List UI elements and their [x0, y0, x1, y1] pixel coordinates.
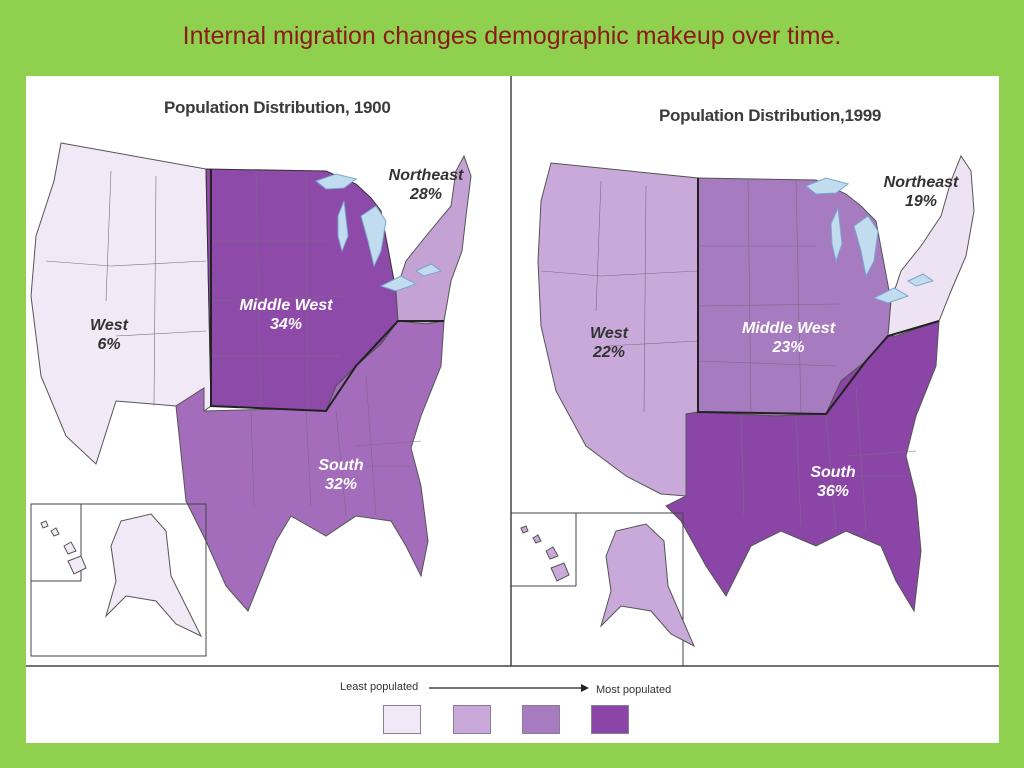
- region-name: West: [590, 325, 628, 342]
- region-percent: 34%: [269, 316, 303, 333]
- legend-swatch-3: [522, 705, 560, 734]
- legend-arrowhead-icon: [581, 684, 589, 692]
- region-percent: 22%: [592, 344, 626, 361]
- legend-swatch-4: [591, 705, 629, 734]
- map-1900-midwest-label: Middle West 34%: [231, 296, 341, 334]
- map-1999-midwest-label: Middle West 23%: [731, 319, 846, 357]
- legend-least-label: Least populated: [340, 681, 419, 693]
- map-1900-inset-box: [30, 503, 207, 657]
- region-name: South: [810, 464, 856, 481]
- legend-swatch-2: [453, 705, 491, 734]
- legend-swatch-1: [383, 705, 421, 734]
- legend-most-label: Most populated: [596, 684, 672, 696]
- map-1999-great-lakes-icon: [805, 177, 935, 304]
- map-1900-title: Population Distribution, 1900: [164, 98, 391, 117]
- map-1900: [30, 142, 472, 657]
- slide-title: Internal migration changes demographic m…: [182, 22, 842, 50]
- map-1900-south-label: South 32%: [306, 456, 376, 494]
- map-1999-region-northeast: [887, 154, 975, 337]
- region-percent: 19%: [904, 193, 938, 210]
- region-percent: 28%: [409, 186, 443, 203]
- map-1900-region-south: [175, 320, 445, 612]
- maps-panel: Population Distribution, 1900 Population…: [26, 76, 999, 743]
- region-name: Middle West: [239, 297, 333, 314]
- region-name: West: [90, 317, 128, 334]
- region-name: Middle West: [741, 320, 836, 337]
- map-1900-region-west: [30, 142, 212, 465]
- map-1900-inner-boundaries: [45, 170, 422, 517]
- map-1999-northeast-label: Northeast 19%: [871, 173, 971, 211]
- region-percent: 32%: [324, 476, 358, 493]
- map-1900-great-lakes-icon: [314, 173, 443, 292]
- map-1999-title: Population Distribution,1999: [659, 106, 882, 125]
- map-1999-inner-boundaries: [540, 179, 917, 532]
- region-name: Northeast: [388, 167, 464, 184]
- map-1999-alaska-icon: [599, 523, 696, 648]
- map-1999-midwest-border: [697, 178, 940, 416]
- region-percent: 36%: [816, 483, 850, 500]
- region-name: Northeast: [883, 174, 959, 191]
- region-percent: 6%: [97, 336, 121, 353]
- region-name: South: [318, 457, 364, 474]
- map-1999-south-label: South 36%: [798, 463, 868, 501]
- map-1900-alaska-icon: [104, 513, 203, 638]
- map-1900-midwest-border: [210, 169, 444, 413]
- map-1900-region-northeast: [395, 154, 472, 325]
- maps-svg: [26, 76, 999, 692]
- map-1999-hawaii-icon: [520, 525, 570, 582]
- map-1999: [510, 154, 975, 667]
- map-1999-west-label: West 22%: [574, 324, 644, 362]
- map-1900-hawaii-icon: [40, 520, 87, 575]
- region-percent: 23%: [772, 339, 805, 356]
- map-1900-west-label: West 6%: [74, 316, 144, 354]
- map-1900-northeast-label: Northeast 28%: [376, 166, 476, 204]
- map-1999-region-south: [665, 320, 940, 613]
